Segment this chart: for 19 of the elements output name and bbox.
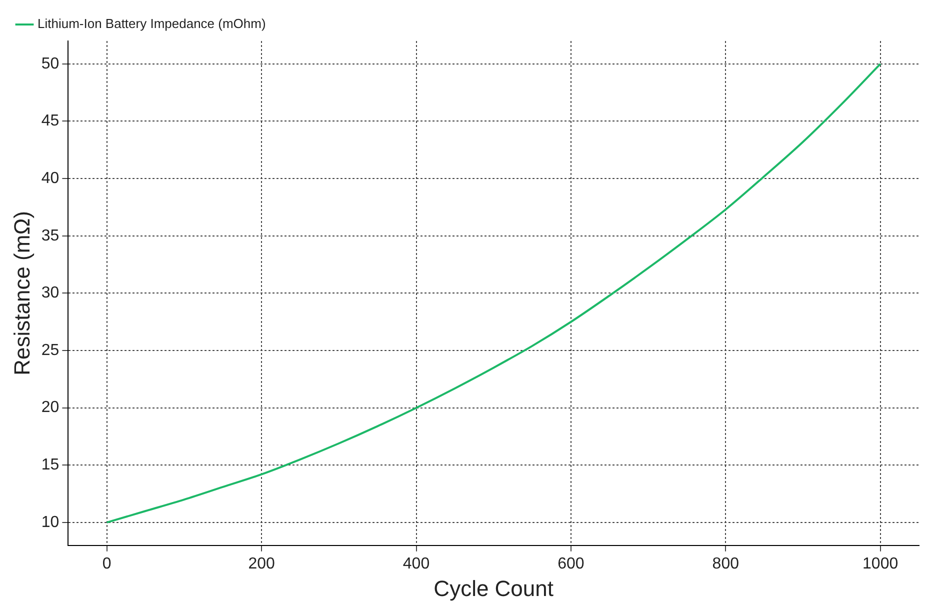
y-tick-label: 50 xyxy=(41,55,60,72)
y-tick-label: 20 xyxy=(41,399,60,416)
y-tick-label: 45 xyxy=(41,112,60,130)
y-tick-label: 15 xyxy=(41,456,60,474)
y-axis-title: Resistance (mΩ) xyxy=(9,211,34,376)
legend-label: Lithium-Ion Battery Impedance (mOhm) xyxy=(38,16,266,32)
y-tick-label: 25 xyxy=(41,342,60,359)
x-tick-label: 800 xyxy=(712,555,740,572)
y-tick-label: 40 xyxy=(41,170,60,187)
x-tick-label: 1000 xyxy=(862,555,898,572)
x-tick-label: 600 xyxy=(558,555,584,572)
x-tick-label: 0 xyxy=(102,555,112,572)
x-tick-label: 400 xyxy=(402,555,430,572)
line-series xyxy=(106,62,882,524)
x-tick-label: 200 xyxy=(248,555,276,572)
y-tick-label: 35 xyxy=(41,227,60,244)
y-tick-label: 10 xyxy=(41,514,60,531)
x-axis-title: Cycle Count xyxy=(434,576,554,601)
y-tick-label: 30 xyxy=(41,284,60,302)
